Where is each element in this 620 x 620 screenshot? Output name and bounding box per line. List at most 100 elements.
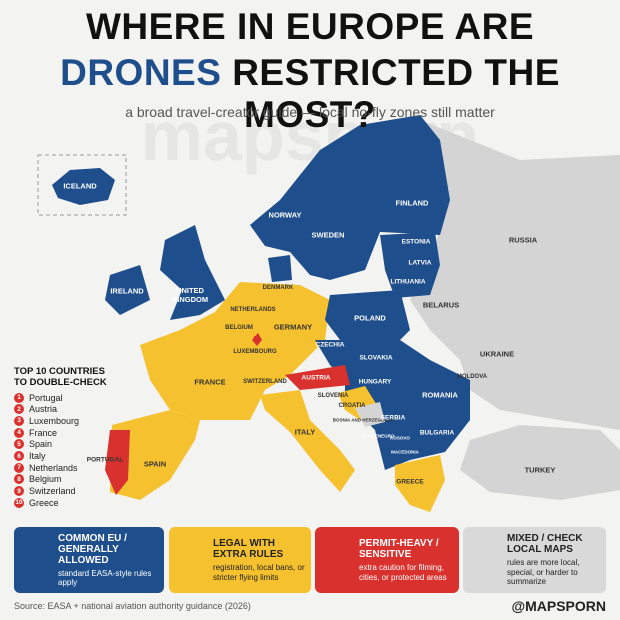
bosnia bbox=[355, 402, 385, 427]
rank-badge: 1 bbox=[14, 392, 24, 403]
subtitle: a broad travel-creator guide — local no-… bbox=[125, 104, 495, 120]
rank-badge: 7 bbox=[14, 462, 24, 473]
country-label: SERBIA bbox=[380, 414, 406, 422]
country-label: AUSTRIA bbox=[301, 374, 331, 382]
italy bbox=[260, 390, 355, 492]
legend-item: LEGAL WITH EXTRA RULES registration, loca… bbox=[169, 527, 311, 593]
top-list-item: 8 Belgium bbox=[14, 474, 62, 485]
country-label: FRANCE bbox=[194, 377, 226, 387]
country-label: SPAIN bbox=[143, 459, 167, 469]
country-name: France bbox=[29, 427, 58, 438]
rank-badge: 9 bbox=[14, 486, 24, 497]
legend-description: registration, local bans, or stricter fl… bbox=[213, 563, 305, 582]
top-list-item: 9 Switzerland bbox=[14, 486, 76, 497]
country-name: Spain bbox=[29, 439, 53, 450]
denmark bbox=[268, 255, 292, 282]
baltics bbox=[380, 232, 440, 298]
rank-badge: 5 bbox=[14, 439, 24, 450]
country-name: Italy bbox=[29, 451, 46, 461]
nordics bbox=[250, 115, 450, 280]
uk bbox=[160, 225, 225, 320]
top-list-item: 5 Spain bbox=[14, 439, 52, 450]
country-label: NETHERLANDS bbox=[230, 307, 276, 313]
top-list-item: 10 Greece bbox=[14, 497, 59, 508]
title: WHERE IN EUROPE ARE bbox=[85, 6, 535, 47]
top-list-item: 3 Luxembourg bbox=[14, 415, 79, 426]
turkey bbox=[460, 425, 620, 500]
country-label: FINLAND bbox=[395, 198, 429, 208]
country-label: GERMANY bbox=[273, 322, 313, 332]
country-label: LITHUANIA bbox=[390, 278, 426, 286]
country-label: SLOVENIA bbox=[317, 393, 349, 399]
rank-badge: 3 bbox=[14, 415, 24, 426]
top-list-item: 4 France bbox=[14, 427, 57, 438]
legend-title: MIXED / CHECK LOCAL MAPS bbox=[507, 533, 583, 556]
rank-badge: 4 bbox=[14, 427, 24, 438]
poland bbox=[325, 290, 410, 345]
source: Source: EASA + national aviation authori… bbox=[14, 601, 251, 611]
country-label: MOLDOVA bbox=[456, 374, 488, 380]
country-name: Belgium bbox=[29, 474, 62, 485]
inset-frame bbox=[37, 154, 127, 216]
country-label: UKRAINE bbox=[479, 349, 515, 359]
country-label: KOSOVO bbox=[390, 435, 410, 441]
austria bbox=[285, 365, 350, 390]
country-label: TURKEY bbox=[524, 465, 556, 475]
country-label: LATVIA bbox=[408, 259, 432, 267]
region-blue-east bbox=[315, 340, 470, 470]
legend-title: LEGAL WITH EXTRA RULES bbox=[213, 538, 284, 560]
country-label: BOSNIA AND HERZEGOVINA bbox=[332, 417, 396, 423]
region-grey bbox=[410, 120, 620, 430]
top-list-item: 1 Portugal bbox=[14, 392, 63, 403]
iceland bbox=[52, 168, 115, 205]
legend-description: standard EASA-style rules apply bbox=[58, 568, 152, 588]
title: DRONES RESTRICTED THE MOST? bbox=[0, 52, 620, 136]
greece bbox=[395, 455, 445, 512]
country-label: HUNGARY bbox=[358, 378, 392, 386]
legend-title: COMMON EU / GENERALLY ALLOWED bbox=[58, 532, 127, 566]
region-yellow-west bbox=[140, 282, 330, 420]
legend-description: rules are more local, special, or harder… bbox=[507, 558, 580, 587]
rank-badge: 8 bbox=[14, 474, 24, 485]
country-label: BELARUS bbox=[422, 300, 460, 310]
legend-item: MIXED / CHECK LOCAL MAPS rules are more l… bbox=[463, 527, 606, 593]
country-name: Netherlands bbox=[29, 462, 78, 473]
handle: @MAPSPORN bbox=[511, 598, 606, 614]
legend-item: COMMON EU / GENERALLY ALLOWED standard EA… bbox=[14, 527, 164, 593]
title-line2: RESTRICTED THE MOST? bbox=[232, 52, 560, 135]
top-list-item: 7 Netherlands bbox=[14, 462, 78, 473]
country-label: IRELAND bbox=[110, 286, 144, 296]
country-name: Austria bbox=[29, 404, 58, 415]
country-label: MONTENEGRO bbox=[361, 433, 395, 439]
portugal bbox=[105, 430, 130, 495]
country-label: BELGIUM bbox=[225, 325, 253, 331]
country-label: RUSSIA bbox=[508, 235, 538, 245]
country-label: SWEDEN bbox=[311, 230, 345, 240]
country-label: NORWAY bbox=[268, 210, 302, 220]
country-label: POLAND bbox=[354, 313, 386, 323]
spain bbox=[110, 410, 200, 500]
country-label: UNITED KINGDOM bbox=[171, 286, 209, 304]
country-label: LUXEMBOURG bbox=[233, 349, 277, 355]
country-name: Portugal bbox=[29, 392, 63, 403]
legend-title: PERMIT-HEAVY / SENSITIVE bbox=[359, 538, 439, 560]
ireland bbox=[105, 265, 150, 315]
country-label: SLOVAKIA bbox=[359, 354, 393, 362]
legend-item: PERMIT-HEAVY / SENSITIVE extra caution fo… bbox=[315, 527, 459, 593]
top-list-item: 2 Austria bbox=[14, 404, 57, 415]
country-label: MACEDONIA bbox=[391, 449, 419, 455]
country-name: Switzerland bbox=[29, 486, 76, 497]
country-label: ICELAND bbox=[63, 181, 97, 191]
country-label: ESTONIA bbox=[401, 238, 431, 246]
rank-badge: 6 bbox=[14, 451, 24, 461]
legend-description: extra caution for filming, cities, or pr… bbox=[359, 563, 447, 582]
country-label: BULGARIA bbox=[419, 429, 455, 437]
country-name: Luxembourg bbox=[29, 415, 80, 426]
luxembourg-marker bbox=[252, 333, 262, 346]
top-list-title: TOP 10 COUNTRIES TO DOUBLE-CHECK bbox=[14, 366, 107, 388]
country-name: Greece bbox=[29, 497, 59, 508]
title-highlight: DRONES bbox=[60, 52, 222, 93]
country-label: ITALY bbox=[294, 427, 316, 437]
